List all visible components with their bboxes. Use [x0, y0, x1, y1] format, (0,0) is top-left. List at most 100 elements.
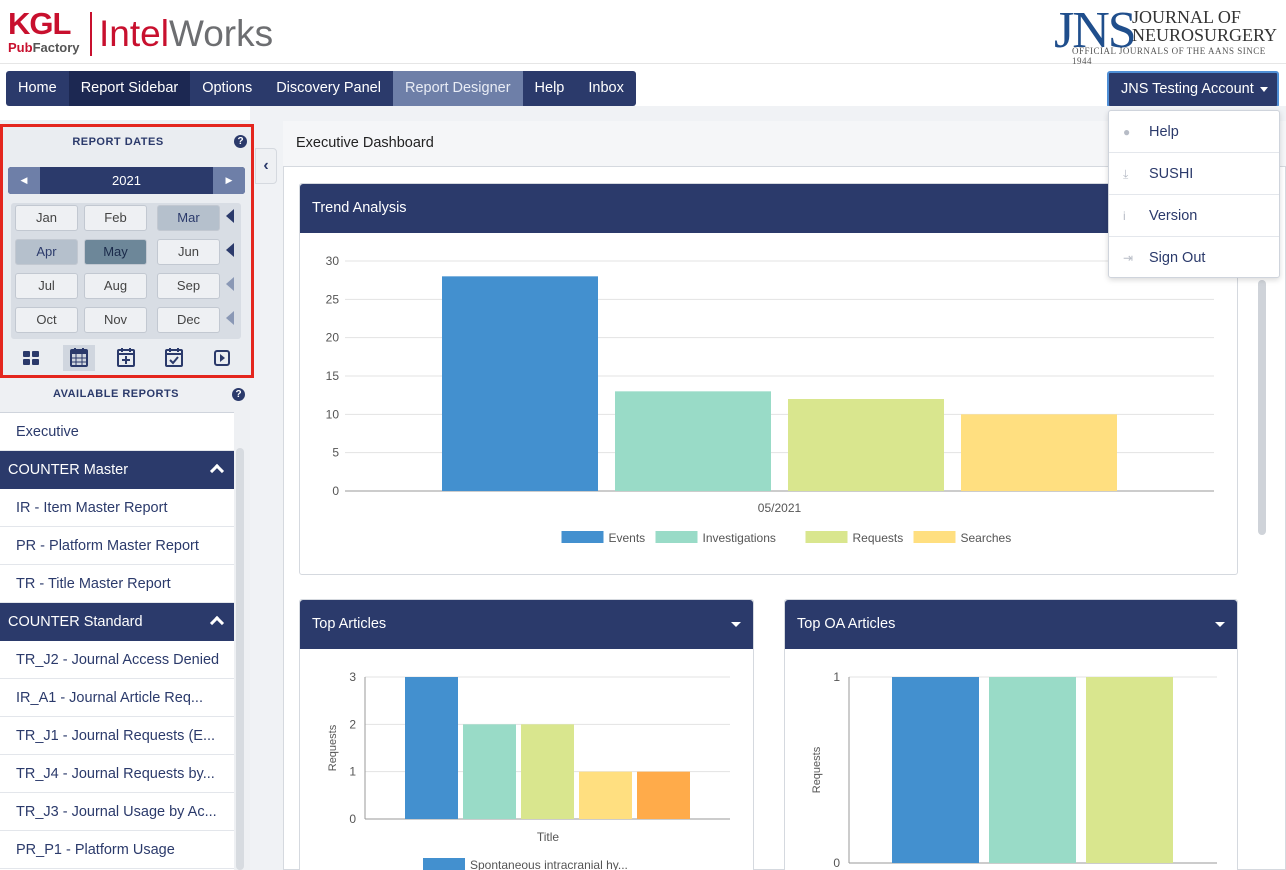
legend-label: Requests — [853, 531, 904, 545]
report-executive[interactable]: Executive — [0, 413, 234, 451]
menu-label: Sign Out — [1149, 250, 1206, 266]
nav-help[interactable]: Help — [534, 80, 565, 96]
collapse-sidebar-icon[interactable]: ‹ — [255, 148, 277, 184]
play-icon[interactable] — [206, 345, 238, 371]
chevron-up-icon — [209, 463, 225, 479]
month-oct[interactable]: Oct — [15, 307, 78, 333]
calendar-check-icon[interactable] — [158, 345, 190, 371]
calendar-plus-icon[interactable] — [110, 345, 142, 371]
month-apr[interactable]: Apr — [15, 239, 78, 265]
year-label: 2021 — [112, 173, 141, 188]
logo-divider — [90, 12, 92, 56]
y-tick-label: 25 — [326, 292, 340, 306]
row-select-arrow-icon[interactable] — [226, 243, 234, 257]
trend-chart: 0 5 10 15 20 25 30 05/2021 Events Investigations R… — [326, 254, 1214, 545]
jns-logo: JNS JOURNAL OF NEUROSURGERY OFFICIAL JOU… — [1052, 2, 1280, 67]
y-tick-label: 0 — [332, 484, 339, 498]
top-articles-chart: 0 1 2 3 Title Requests Spontaneous intracrania… — [327, 670, 730, 870]
trend-analysis-card: Trend Analysis 0 5 10 15 20 25 30 05/2021 Events… — [299, 183, 1238, 575]
legend-label: Events — [609, 531, 646, 545]
nav-report-designer[interactable]: Report Designer — [392, 71, 523, 106]
account-dropdown-button[interactable]: JNS Testing Account — [1107, 71, 1279, 108]
row-select-arrow-icon[interactable] — [226, 277, 234, 291]
menu-help[interactable]: ● Help — [1109, 111, 1279, 153]
menu-sushi[interactable]: ⤓ SUSHI — [1109, 153, 1279, 195]
report-item[interactable]: TR_J4 - Journal Requests by... — [0, 755, 234, 793]
sidebar-scrollbar[interactable] — [236, 448, 244, 870]
jns-letters: JNS — [1054, 2, 1137, 59]
month-jan[interactable]: Jan — [15, 205, 78, 231]
bar — [989, 677, 1076, 863]
menu-label: Version — [1149, 208, 1198, 224]
nav-inbox[interactable]: Inbox — [588, 80, 624, 96]
grid-icon[interactable] — [15, 345, 47, 371]
row-select-arrow-icon[interactable] — [226, 209, 234, 223]
menu-version[interactable]: i Version — [1109, 195, 1279, 237]
app-header: KGL PubFactory IntelWorks JNS JOURNAL OF… — [0, 0, 1286, 67]
next-year-icon[interactable]: ▶ — [213, 167, 245, 194]
account-dropdown-menu: ● Help ⤓ SUSHI i Version ⇥ Sign Out — [1108, 110, 1280, 278]
top-oa-header: Top OA Articles — [785, 600, 1237, 649]
y-tick-label: 15 — [326, 369, 340, 383]
y-tick-label: 30 — [326, 254, 340, 268]
legend-swatch — [423, 858, 465, 870]
report-item[interactable]: TR - Title Master Report — [0, 565, 234, 603]
legend-label: Spontaneous intracranial hy... — [470, 858, 628, 870]
month-may[interactable]: May — [84, 239, 147, 265]
nav-options[interactable]: Options — [202, 80, 253, 96]
intelworks-logo: IntelWorks — [99, 14, 273, 54]
legend-swatch — [913, 531, 956, 543]
card-title: Trend Analysis — [312, 200, 407, 216]
month-grid: Jan Feb Mar Apr May Jun Jul Aug Sep Oct … — [11, 203, 241, 339]
report-item[interactable]: TR_J1 - Journal Requests (E... — [0, 717, 234, 755]
month-aug[interactable]: Aug — [84, 273, 147, 299]
jns-tagline: OFFICIAL JOURNALS OF THE AANS SINCE 1944 — [1072, 46, 1266, 66]
x-axis-label: Title — [537, 830, 560, 844]
report-item[interactable]: IR - Item Master Report — [0, 489, 234, 527]
y-axis-label: Requests — [811, 746, 823, 793]
report-item[interactable]: TR_J3 - Journal Usage by Ac... — [0, 793, 234, 831]
report-item[interactable]: IR_A1 - Journal Article Req... — [0, 679, 234, 717]
legend-swatch — [805, 531, 848, 543]
month-mar[interactable]: Mar — [157, 205, 220, 231]
main-scrollbar[interactable] — [1258, 280, 1266, 535]
bar — [521, 724, 574, 819]
intel-text: Intel — [99, 13, 169, 54]
card-title: Top Articles — [312, 616, 387, 632]
caret-down-icon — [1259, 86, 1268, 92]
month-jul[interactable]: Jul — [15, 273, 78, 299]
nav-home[interactable]: Home — [18, 80, 57, 96]
nav-report-sidebar[interactable]: Report Sidebar — [68, 71, 191, 106]
month-nov[interactable]: Nov — [84, 307, 147, 333]
card-title: Top OA Articles — [797, 616, 896, 632]
group-counter-master[interactable]: COUNTER Master — [0, 451, 234, 489]
row-select-arrow-icon[interactable] — [226, 311, 234, 325]
calendar-icon[interactable] — [63, 345, 95, 371]
caret-down-icon[interactable] — [731, 622, 741, 627]
month-feb[interactable]: Feb — [84, 205, 147, 231]
month-sep[interactable]: Sep — [157, 273, 220, 299]
main-navbar: Home Report Sidebar Options Discovery Pa… — [6, 71, 636, 106]
works-text: Works — [168, 13, 274, 54]
prev-year-icon[interactable]: ◀ — [8, 167, 40, 194]
y-axis-label: Requests — [327, 724, 339, 771]
month-dec[interactable]: Dec — [157, 307, 220, 333]
report-item[interactable]: TR_J2 - Journal Access Denied — [0, 641, 234, 679]
nav-discovery-panel[interactable]: Discovery Panel — [276, 80, 381, 96]
report-item[interactable]: PR - Platform Master Report — [0, 527, 234, 565]
month-jun[interactable]: Jun — [157, 239, 220, 265]
top-articles-card: Top Articles 0 1 2 3 Title Requests Spontaneou… — [299, 599, 754, 870]
report-item[interactable]: PR_P1 - Platform Usage — [0, 831, 234, 869]
group-counter-standard[interactable]: COUNTER Standard — [0, 603, 234, 641]
caret-down-icon[interactable] — [1215, 622, 1225, 627]
year-selector: ◀ 2021 ▶ — [8, 167, 245, 194]
menu-label: SUSHI — [1149, 166, 1194, 182]
help-icon[interactable]: ? — [232, 388, 245, 401]
account-label: JNS Testing Account — [1121, 81, 1254, 97]
download-icon: ⤓ — [1123, 167, 1129, 181]
pubfactory-logo: PubFactory — [8, 40, 80, 55]
help-icon[interactable]: ? — [234, 135, 247, 148]
pub-text: Pub — [8, 40, 33, 55]
sign-out-icon: ⇥ — [1123, 251, 1134, 265]
menu-sign-out[interactable]: ⇥ Sign Out — [1109, 237, 1279, 279]
